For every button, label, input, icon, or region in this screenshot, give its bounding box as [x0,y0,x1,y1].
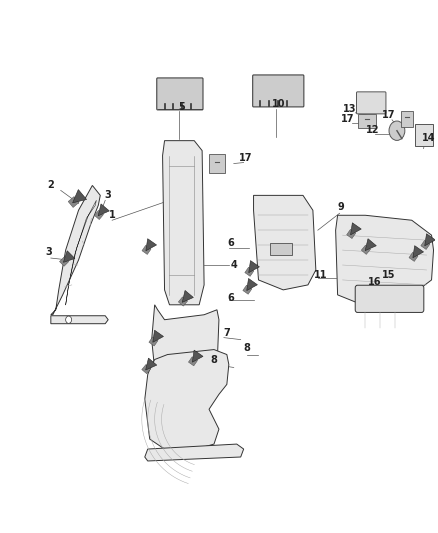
Text: 10: 10 [272,99,285,109]
Polygon shape [192,350,203,362]
Polygon shape [94,211,103,220]
Polygon shape [346,229,356,239]
Polygon shape [247,278,258,290]
Polygon shape [365,239,376,251]
Polygon shape [421,240,430,249]
Polygon shape [152,305,219,379]
Text: 17: 17 [239,152,252,163]
Text: 5: 5 [178,102,185,112]
Text: 6: 6 [227,238,234,248]
Polygon shape [336,215,434,305]
Polygon shape [98,204,110,216]
Text: 12: 12 [365,125,379,135]
Polygon shape [182,290,194,302]
Text: 9: 9 [337,203,344,212]
Polygon shape [73,190,87,203]
Text: 1: 1 [109,210,116,220]
Polygon shape [425,233,435,246]
Polygon shape [254,196,316,290]
Polygon shape [188,357,198,366]
Polygon shape [145,350,229,454]
Text: 16: 16 [368,277,382,287]
Polygon shape [178,297,187,306]
Text: 13: 13 [343,104,356,114]
Text: 17: 17 [382,110,396,120]
Polygon shape [409,252,418,261]
Polygon shape [249,261,259,273]
FancyBboxPatch shape [355,285,424,312]
Polygon shape [145,444,244,461]
Polygon shape [245,267,254,276]
Text: 3: 3 [105,190,112,200]
Circle shape [66,316,71,324]
Polygon shape [149,337,158,346]
Polygon shape [64,251,75,262]
Polygon shape [146,239,156,251]
FancyBboxPatch shape [253,75,304,107]
Text: 3: 3 [46,247,52,257]
Text: 11: 11 [314,270,328,280]
Polygon shape [350,223,361,235]
Text: 15: 15 [382,270,396,280]
Text: 8: 8 [243,343,250,352]
Polygon shape [51,316,108,324]
FancyBboxPatch shape [357,92,386,114]
Bar [358,114,376,128]
Bar [401,111,413,127]
Polygon shape [142,365,151,374]
Polygon shape [162,141,204,305]
Text: 6: 6 [227,293,234,303]
Polygon shape [68,197,79,207]
Polygon shape [153,330,163,342]
Text: 14: 14 [422,133,435,143]
Polygon shape [146,358,157,370]
Bar [209,154,225,173]
Polygon shape [60,257,69,266]
Bar [270,243,292,255]
Bar [415,124,433,146]
Text: 2: 2 [47,181,54,190]
Text: 17: 17 [341,114,354,124]
Polygon shape [51,185,100,315]
Text: 7: 7 [223,328,230,337]
Text: 4: 4 [230,260,237,270]
Polygon shape [413,246,424,258]
Polygon shape [142,245,151,254]
Polygon shape [361,245,371,254]
Polygon shape [243,285,252,294]
Circle shape [389,121,405,140]
Text: 8: 8 [211,354,217,365]
FancyBboxPatch shape [157,78,203,110]
